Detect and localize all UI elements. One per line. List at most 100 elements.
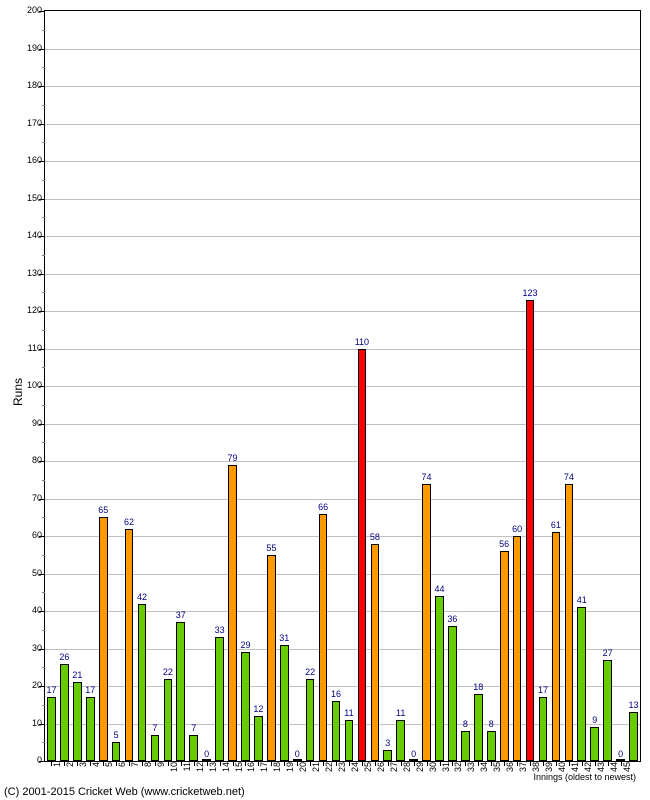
x-tick-label: 21 (311, 762, 321, 774)
y-tick-label: 50 (32, 568, 42, 578)
bar-value-label: 13 (629, 700, 639, 710)
x-tick-label: 14 (221, 762, 231, 774)
bar-value-label: 22 (305, 667, 315, 677)
gridline-y (45, 349, 640, 350)
bar (73, 682, 82, 761)
bar (151, 735, 160, 761)
bar (590, 727, 599, 761)
plot-area: 1726211765562427223770337929125531022661… (44, 10, 641, 762)
bar-value-label: 29 (240, 640, 250, 650)
chart-container: 1726211765562427223770337929125531022661… (0, 0, 650, 800)
x-tick-label: 45 (622, 762, 632, 774)
y-tick-minor (42, 442, 45, 443)
y-tick-label: 160 (27, 155, 42, 165)
y-tick-minor (42, 705, 45, 706)
gridline-y (45, 424, 640, 425)
y-tick-minor (42, 742, 45, 743)
y-tick-label: 200 (27, 5, 42, 15)
bar-value-label: 31 (279, 633, 289, 643)
y-tick-label: 10 (32, 718, 42, 728)
bar (319, 514, 328, 762)
y-tick-minor (42, 555, 45, 556)
x-tick-label: 2 (65, 762, 75, 774)
bar (125, 529, 134, 762)
bar (228, 465, 237, 761)
x-tick-label: 31 (441, 762, 451, 774)
x-tick-label: 25 (363, 762, 373, 774)
x-tick-label: 44 (609, 762, 619, 774)
bar (254, 716, 263, 761)
x-tick-label: 5 (104, 762, 114, 774)
bar (112, 742, 121, 761)
y-tick-minor (42, 667, 45, 668)
y-tick-label: 190 (27, 43, 42, 53)
y-tick-label: 140 (27, 230, 42, 240)
bar-value-label: 11 (396, 708, 405, 718)
x-tick-label: 27 (389, 762, 399, 774)
bar-value-label: 74 (564, 472, 574, 482)
gridline-y (45, 499, 640, 500)
gridline-y (45, 49, 640, 50)
x-tick-label: 19 (285, 762, 295, 774)
y-tick-minor (42, 517, 45, 518)
y-tick-minor (42, 367, 45, 368)
x-tick-label: 40 (557, 762, 567, 774)
bar (47, 697, 56, 761)
x-tick-label: 18 (272, 762, 282, 774)
bar-value-label: 8 (489, 719, 494, 729)
bar-value-label: 42 (137, 592, 147, 602)
bar-value-label: 17 (85, 685, 95, 695)
bar (241, 652, 250, 761)
bar (487, 731, 496, 761)
bar-value-label: 65 (98, 505, 108, 515)
bar-value-label: 26 (59, 652, 69, 662)
gridline-y (45, 461, 640, 462)
bar-value-label: 123 (523, 288, 538, 298)
bar (383, 750, 392, 761)
x-tick-label: 30 (428, 762, 438, 774)
x-tick-label: 7 (130, 762, 140, 774)
y-tick-label: 40 (32, 605, 42, 615)
bar-value-label: 0 (204, 749, 209, 759)
y-tick-label: 150 (27, 193, 42, 203)
x-tick-label: 24 (350, 762, 360, 774)
bar-value-label: 58 (370, 532, 380, 542)
x-tick-label: 28 (402, 762, 412, 774)
x-tick-label: 15 (234, 762, 244, 774)
y-tick-minor (42, 405, 45, 406)
x-tick-label: 16 (246, 762, 256, 774)
x-tick-label: 23 (337, 762, 347, 774)
y-tick-label: 120 (27, 305, 42, 315)
y-tick-minor (42, 180, 45, 181)
x-tick-label: 39 (544, 762, 554, 774)
bar (629, 712, 638, 761)
bar (138, 604, 147, 762)
bar-value-label: 0 (618, 749, 623, 759)
gridline-y (45, 274, 640, 275)
bar (539, 697, 548, 761)
bar-value-label: 55 (266, 543, 276, 553)
bar (280, 645, 289, 761)
bar-value-label: 79 (228, 453, 238, 463)
x-tick-label: 17 (259, 762, 269, 774)
bar (358, 349, 367, 762)
bar-value-label: 61 (551, 520, 561, 530)
x-tick-label: 26 (376, 762, 386, 774)
bar-value-label: 9 (592, 715, 597, 725)
bar-value-label: 7 (191, 723, 196, 733)
bar (448, 626, 457, 761)
y-tick-minor (42, 630, 45, 631)
bar-value-label: 16 (331, 689, 341, 699)
x-tick-label: 32 (453, 762, 463, 774)
bar-value-label: 41 (577, 595, 587, 605)
bar-value-label: 0 (411, 749, 416, 759)
y-tick-minor (42, 480, 45, 481)
bar-value-label: 7 (152, 723, 157, 733)
x-tick-label: 6 (117, 762, 127, 774)
x-tick-label: 34 (479, 762, 489, 774)
x-tick-label: 4 (91, 762, 101, 774)
y-tick-minor (42, 142, 45, 143)
bar-value-label: 66 (318, 502, 328, 512)
x-tick-label: 43 (596, 762, 606, 774)
y-tick-minor (42, 217, 45, 218)
